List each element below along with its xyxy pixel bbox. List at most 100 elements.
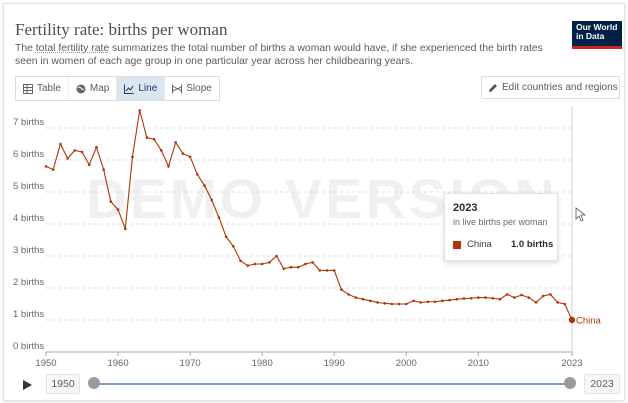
data-point xyxy=(102,168,105,171)
series-end-label: China xyxy=(576,316,602,327)
data-point xyxy=(260,262,264,266)
data-point xyxy=(462,297,466,300)
data-point xyxy=(390,302,394,306)
data-point xyxy=(534,301,538,304)
y-tick-label: 1 births xyxy=(13,309,44,320)
chart-title: Fertility rate: births per woman xyxy=(15,20,228,39)
data-point xyxy=(397,302,401,306)
cursor-icon xyxy=(575,207,587,222)
data-point xyxy=(433,300,437,304)
x-tick-label: 2000 xyxy=(396,358,417,369)
data-point xyxy=(289,265,293,269)
tooltip-entity: China xyxy=(467,239,492,250)
data-point xyxy=(152,137,156,141)
data-point xyxy=(541,294,545,298)
tab-slope-label: Slope xyxy=(186,83,212,94)
data-point xyxy=(268,261,271,264)
timeline-end-year[interactable]: 2023 xyxy=(584,374,620,394)
data-point xyxy=(368,299,372,303)
timeline-start-handle[interactable] xyxy=(88,377,100,389)
x-tick-label: 1970 xyxy=(180,358,201,369)
x-tick-label: 2023 xyxy=(561,358,582,369)
data-point xyxy=(412,299,415,303)
tab-map[interactable]: Map xyxy=(67,77,116,100)
data-point xyxy=(311,261,314,264)
chart-subtitle: The total fertility rate summarizes the … xyxy=(15,43,543,67)
timeline-track[interactable] xyxy=(94,383,570,385)
tab-slope[interactable]: Slope xyxy=(164,77,219,100)
tab-map-label: Map xyxy=(89,83,110,94)
data-point xyxy=(217,216,221,219)
data-point xyxy=(477,296,480,299)
data-point xyxy=(174,141,177,144)
data-point xyxy=(109,200,113,203)
data-point xyxy=(145,136,149,139)
data-point xyxy=(448,298,451,302)
data-point xyxy=(203,184,206,187)
tooltip-subtitle: in live births per woman xyxy=(453,217,548,227)
y-tick-label: 2 births xyxy=(13,277,44,288)
timeline-end-handle[interactable] xyxy=(564,377,576,389)
chart-tooltip: 2023 in live births per woman China 1.0 … xyxy=(444,193,558,261)
data-point xyxy=(181,152,185,155)
data-point xyxy=(563,302,567,306)
data-point xyxy=(44,165,48,168)
x-tick-label: 1980 xyxy=(252,358,273,369)
data-point xyxy=(469,296,473,300)
data-point xyxy=(80,150,84,154)
subtitle-link[interactable]: total fertility rate xyxy=(35,43,110,54)
owid-logo[interactable]: Our World in Data xyxy=(572,21,622,49)
data-point xyxy=(549,293,552,296)
edit-countries-label: Edit countries and regions xyxy=(502,82,618,93)
timeline-start-year[interactable]: 1950 xyxy=(46,374,80,394)
data-point xyxy=(505,293,509,296)
data-point xyxy=(484,296,487,299)
data-point xyxy=(491,296,495,300)
data-point xyxy=(196,173,199,176)
play-icon[interactable] xyxy=(17,376,37,394)
table-icon xyxy=(23,83,33,94)
data-point xyxy=(66,157,69,160)
y-tick-label: 7 births xyxy=(13,117,44,128)
data-point xyxy=(340,288,343,291)
data-point xyxy=(239,259,242,263)
x-tick-label: 1960 xyxy=(107,358,128,369)
data-point xyxy=(131,155,134,159)
data-point xyxy=(188,155,192,159)
data-point xyxy=(73,149,77,152)
data-point xyxy=(123,227,127,231)
y-tick-label: 5 births xyxy=(13,181,44,192)
tab-table[interactable]: Table xyxy=(16,77,68,100)
slope-icon xyxy=(172,84,183,93)
data-point xyxy=(404,302,408,306)
data-point xyxy=(520,293,523,297)
y-tick-label: 0 births xyxy=(13,341,44,352)
data-point xyxy=(253,262,257,266)
x-tick-label: 2010 xyxy=(468,358,489,369)
data-point xyxy=(275,254,278,258)
data-point xyxy=(296,265,300,269)
edit-countries-button[interactable]: Edit countries and regions xyxy=(481,76,620,99)
y-tick-label: 4 births xyxy=(13,213,44,224)
data-point xyxy=(376,301,379,304)
data-point xyxy=(513,296,516,299)
tooltip-value: 1.0 births xyxy=(511,239,554,250)
data-point xyxy=(246,264,250,267)
data-point xyxy=(282,267,286,271)
data-point xyxy=(87,163,91,167)
data-point xyxy=(59,142,62,146)
globe-icon xyxy=(76,84,86,93)
data-point xyxy=(527,296,531,299)
data-point xyxy=(210,198,214,202)
timeline: 1950 2023 xyxy=(8,371,620,397)
tooltip-year: 2023 xyxy=(453,202,478,214)
data-point xyxy=(304,262,307,266)
data-point xyxy=(419,301,422,304)
data-point xyxy=(332,269,336,272)
data-point xyxy=(325,269,329,272)
tab-line[interactable]: Line xyxy=(116,77,165,100)
y-tick-label: 3 births xyxy=(13,245,44,256)
view-tabs: Table Map Line Slope xyxy=(15,76,220,101)
data-point xyxy=(224,235,228,239)
data-point xyxy=(167,165,170,168)
